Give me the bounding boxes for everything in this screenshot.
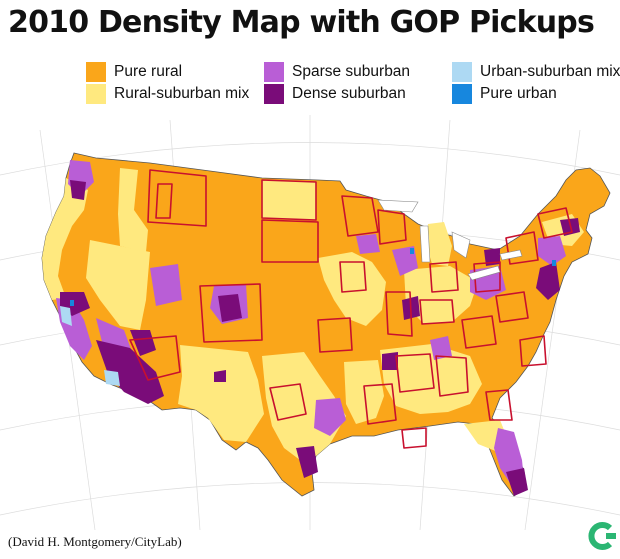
pure-urban-areas bbox=[70, 248, 556, 306]
legend-label: Pure rural bbox=[114, 63, 183, 80]
legend-label: Rural-suburban mix bbox=[114, 85, 250, 102]
legend-item-sparse-suburban: Sparse suburban bbox=[264, 62, 410, 82]
great-lakes bbox=[377, 199, 523, 281]
legend-item-dense-suburban: Dense suburban bbox=[264, 84, 406, 104]
map-credit: (David H. Montgomery/CityLab) bbox=[8, 534, 182, 549]
legend-item-pure-urban: Pure urban bbox=[452, 84, 557, 104]
legend-swatch-pure-urban bbox=[452, 84, 472, 104]
legend: Pure rural Rural-suburban mix Sparse sub… bbox=[86, 60, 620, 106]
region-southwest bbox=[178, 345, 264, 442]
citylab-logo-icon bbox=[588, 522, 616, 550]
region-ohio-valley bbox=[404, 266, 478, 324]
region-north-dakota bbox=[262, 180, 316, 220]
region-west-coast bbox=[42, 178, 88, 300]
legend-label: Pure urban bbox=[480, 85, 557, 102]
region-midwest-mix bbox=[318, 252, 386, 326]
us-district-map bbox=[0, 115, 620, 530]
region-nevada bbox=[86, 240, 150, 330]
legend-label: Sparse suburban bbox=[292, 63, 411, 80]
region-michigan bbox=[426, 222, 452, 266]
legend-label: Urban-suburban mix bbox=[480, 63, 620, 80]
legend-item-rural-suburban-mix: Rural-suburban mix bbox=[86, 84, 249, 104]
legend-swatch-dense-suburban bbox=[264, 84, 284, 104]
region-southeast-mix bbox=[380, 344, 482, 414]
legend-swatch-sparse-suburban bbox=[264, 62, 284, 82]
legend-swatch-rural-suburban-mix bbox=[86, 84, 106, 104]
region-idaho bbox=[118, 168, 148, 252]
urban-suburban-areas bbox=[60, 306, 120, 386]
legend-item-urban-suburban-mix: Urban-suburban mix bbox=[452, 62, 620, 82]
legend-swatch-pure-rural bbox=[86, 62, 106, 82]
legend-item-pure-rural: Pure rural bbox=[86, 62, 182, 82]
gop-pickup-outlines bbox=[129, 169, 573, 449]
legend-label: Dense suburban bbox=[292, 85, 406, 102]
dense-suburban-areas bbox=[60, 180, 580, 496]
legend-swatch-urban-suburban-mix bbox=[452, 62, 472, 82]
map-title: 2010 Density Map with GOP Pickups bbox=[8, 5, 595, 40]
